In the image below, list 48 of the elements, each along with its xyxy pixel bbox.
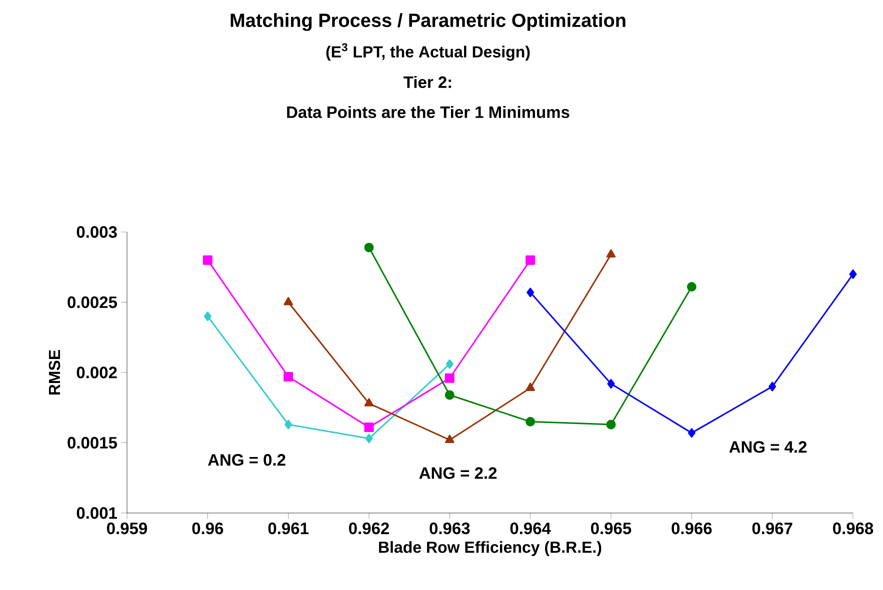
point xyxy=(444,390,454,400)
point xyxy=(202,255,212,265)
x-tick-label: 0.966 xyxy=(672,522,712,534)
point xyxy=(444,373,454,383)
point xyxy=(204,312,212,322)
x-tick-label: 0.961 xyxy=(268,522,309,534)
x-tick-label: 0.968 xyxy=(833,522,874,534)
x-axis-title: Blade Row Efficiency (B.R.E.) xyxy=(379,541,602,556)
point xyxy=(768,382,776,392)
point xyxy=(849,269,857,279)
x-tick-label: 0.965 xyxy=(591,522,632,534)
point xyxy=(445,434,454,443)
y-axis-title: RMSE xyxy=(48,350,60,395)
point xyxy=(364,242,374,252)
point xyxy=(365,434,373,444)
annotation: ANG = 4.2 xyxy=(729,441,807,453)
annotation: ANG = 0.2 xyxy=(208,454,286,466)
y-tick-label: 0.001 xyxy=(76,507,118,519)
x-tick-label: 0.959 xyxy=(107,522,148,534)
point xyxy=(686,282,696,292)
point xyxy=(364,422,374,432)
point xyxy=(688,428,696,438)
point xyxy=(526,416,536,426)
point xyxy=(284,420,292,430)
point xyxy=(606,420,616,430)
point xyxy=(526,382,535,391)
y-tick-label: 0.0025 xyxy=(68,296,118,308)
x-tick-label: 0.964 xyxy=(510,522,551,534)
point xyxy=(364,398,374,406)
point xyxy=(526,255,536,265)
point xyxy=(607,379,615,388)
point xyxy=(284,297,293,306)
x-tick-label: 0.967 xyxy=(752,522,792,534)
point xyxy=(606,249,616,258)
x-tick-label: 0.96 xyxy=(192,522,224,534)
text: Data Points are the Tier 1 Minimums xyxy=(287,106,570,118)
y-tick-label: 0.003 xyxy=(76,226,117,238)
point xyxy=(526,288,534,298)
annotation: ANG = 2.2 xyxy=(419,467,497,479)
text: Tier 2: xyxy=(404,76,452,88)
y-tick-label: 0.002 xyxy=(76,366,117,378)
x-tick-label: 0.962 xyxy=(349,522,389,534)
y-tick-label: 0.0015 xyxy=(68,436,118,449)
chart-subtitle: (E$^{3}$ LPT, the Actual Design) xyxy=(326,43,530,61)
point xyxy=(284,372,294,382)
point xyxy=(446,359,454,369)
x-tick-label: 0.963 xyxy=(430,522,470,534)
chart-title: Matching Process / Parametric Optimization xyxy=(230,13,626,31)
